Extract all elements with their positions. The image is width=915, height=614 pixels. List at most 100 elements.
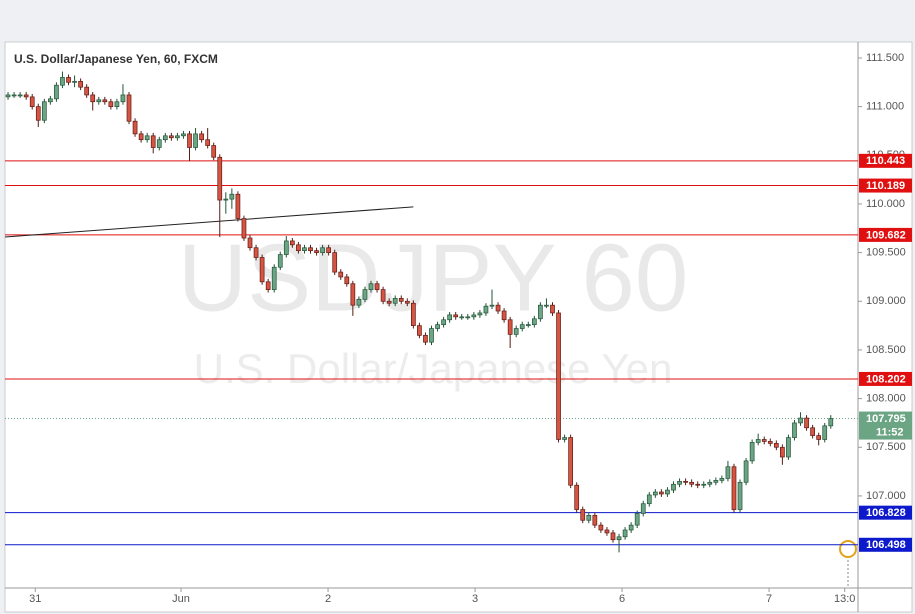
x-tick-label: 7 [766,593,772,605]
candle-body [398,298,404,302]
candle-body [556,312,561,440]
candle-body [550,304,555,314]
level-label: 106.498 [866,539,906,551]
candle-body [66,77,71,83]
candle-body [17,94,23,97]
candle-body [181,133,186,137]
candle-body [495,304,501,312]
candle-body [598,524,604,531]
event-icon[interactable] [839,540,857,558]
candle-body [610,532,616,541]
candle-body [386,300,392,304]
candle-body [761,439,767,442]
candle-body [423,334,428,343]
candle-body [477,312,483,316]
candle-body [411,302,416,326]
candle-body [35,106,41,121]
candle-body [356,298,362,306]
candle-body [283,240,289,255]
candle-body [622,529,628,538]
level-label-box [859,227,912,242]
candle-body [810,427,815,436]
candle-body [616,536,622,541]
candle-body [677,480,682,485]
candle-body [162,135,168,141]
candle-body [120,94,126,103]
candle-body [780,446,785,458]
candle-body [798,417,803,424]
candle-body [640,503,646,514]
candle-body [84,86,90,96]
candle-body [568,437,573,486]
level-label: 110.443 [866,155,905,167]
y-tick-label: 111.000 [866,101,904,113]
level-label: 109.682 [866,229,906,241]
level-label-box [859,505,912,520]
candle-body [241,218,247,239]
candle-body [828,418,834,427]
level-label: 110.189 [866,180,905,192]
candle-body [205,139,211,146]
candle-body [247,237,253,249]
candle-body [302,247,307,252]
candle-body [755,439,761,443]
y-tick-label: 107.500 [866,441,906,453]
candle-body [78,80,83,88]
candle-body [114,101,120,107]
candle-body [48,98,53,103]
candle-body [574,484,580,510]
candle-body [320,247,325,253]
candle-body [271,266,277,290]
candle-body [265,281,271,290]
candle-body [54,84,59,100]
candle-body [193,133,198,148]
candle-body [507,319,513,335]
candle-body [586,515,592,521]
candle-body [531,318,537,325]
candle-body [259,257,265,283]
candle-body [175,135,180,139]
candle-body [562,437,567,440]
y-tick-label: 109.000 [866,295,906,307]
candle-body [96,99,102,103]
candle-body [368,283,374,290]
candle-body [634,513,640,526]
candle-body [513,328,519,335]
candle-body [731,466,737,510]
level-label-box [859,537,912,552]
candle-body [671,483,676,491]
candle-body [253,247,259,258]
candle-body [465,316,471,319]
candle-body [707,481,713,485]
candle-body [725,466,731,479]
candle-body [144,135,150,141]
candle-body [23,94,29,98]
x-tick-label: 6 [619,593,625,605]
candle-body [804,417,809,429]
candle-body [646,494,652,505]
candle-body [792,422,797,438]
candle-body [138,133,144,141]
candle-body [41,101,47,121]
candle-body [701,483,707,486]
candle-body [229,193,235,200]
candle-body [713,480,719,483]
chart-title: U.S. Dollar/Japanese Yen, 60, FXCM [14,52,218,66]
y-tick-label: 108.500 [866,344,906,356]
candle-body [665,489,670,495]
candle-body [525,324,531,326]
x-tick-label: 13:0 [834,593,855,605]
candle-body [326,247,332,253]
candle-body [235,193,241,219]
candle-body [108,101,114,107]
candle-body [773,443,779,448]
candle-body [404,300,410,304]
level-label-box [859,153,912,168]
candle-body [132,120,138,135]
candle-body [277,254,283,268]
candle-body [447,314,452,321]
watermark: USDJPY 60 [178,224,688,331]
candle-body [417,325,422,336]
candle-body [126,94,132,122]
